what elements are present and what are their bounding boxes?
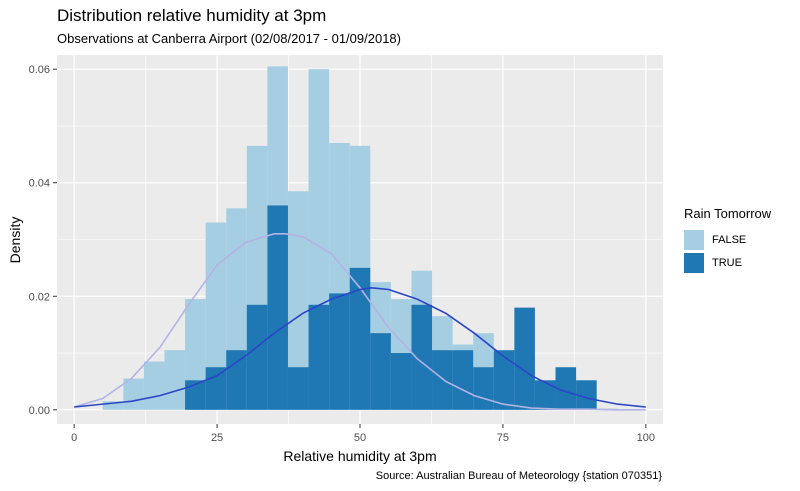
bar-false-2 — [143, 361, 165, 410]
bar-true-16 — [432, 350, 453, 410]
bar-true-10 — [308, 304, 330, 410]
x-axis-label: Relative humidity at 3pm — [283, 448, 436, 464]
density-curves — [73, 233, 646, 411]
bar-true-21 — [534, 380, 556, 410]
bar-true-14 — [390, 353, 412, 410]
y-tick-label-3: 0.06 — [29, 64, 50, 76]
bar-true-9 — [287, 367, 309, 410]
y-tick-label-0: 0.00 — [29, 405, 50, 417]
legend-swatch-true — [684, 252, 704, 273]
legend-swatch-false — [684, 229, 704, 250]
x-tick-label-3: 75 — [497, 432, 509, 444]
bar-true-11 — [329, 293, 350, 410]
legend-item-true: TRUE — [684, 251, 771, 274]
axes: 0 25 50 75 100 0.00 0.02 0.04 0.06 — [29, 64, 655, 444]
density-curve-false — [73, 233, 646, 411]
density-curve-true — [74, 286, 646, 408]
chart-subtitle: Observations at Canberra Airport (02/08/… — [57, 31, 401, 46]
bar-true-18 — [473, 367, 494, 410]
bar-true-6 — [226, 350, 247, 410]
bar-true-15 — [411, 304, 433, 410]
bar-false-1 — [123, 378, 144, 410]
legend-item-false: FALSE — [684, 228, 771, 251]
bar-true-8 — [267, 205, 288, 410]
bar-true-13 — [370, 333, 391, 410]
bar-true-5 — [205, 367, 227, 410]
legend: Rain Tomorrow FALSE TRUE — [684, 206, 771, 274]
legend-title: Rain Tomorrow — [684, 206, 772, 221]
x-tick-label-2: 50 — [354, 432, 366, 444]
bar-true-12 — [349, 267, 371, 410]
bar-true-20 — [514, 307, 535, 410]
bar-true-23 — [576, 380, 597, 410]
bar-true-4 — [185, 380, 206, 410]
bar-true-7 — [246, 304, 268, 410]
source-caption: Source: Australian Bureau of Meteorology… — [375, 470, 662, 482]
chart-title: Distribution relative humidity at 3pm — [57, 6, 327, 25]
y-tick-label-2: 0.04 — [29, 178, 50, 190]
y-tick-label-1: 0.02 — [29, 291, 50, 303]
legend-label-false: FALSE — [712, 233, 747, 246]
bar-true-19 — [493, 350, 515, 410]
bar-false-3 — [164, 350, 186, 410]
grid-lines — [57, 55, 663, 424]
y-axis-label: Density — [7, 217, 23, 264]
bar-true-17 — [452, 350, 474, 410]
bars-true-series — [185, 205, 597, 410]
bar-false-0 — [102, 401, 124, 410]
x-tick-label-0: 0 — [71, 432, 77, 444]
x-tick-label-4: 100 — [637, 432, 655, 444]
legend-label-true: TRUE — [712, 256, 742, 269]
bar-true-22 — [555, 367, 577, 410]
bar-false-5 — [205, 222, 227, 410]
x-tick-label-1: 25 — [211, 432, 223, 444]
bar-false-9 — [287, 191, 309, 410]
